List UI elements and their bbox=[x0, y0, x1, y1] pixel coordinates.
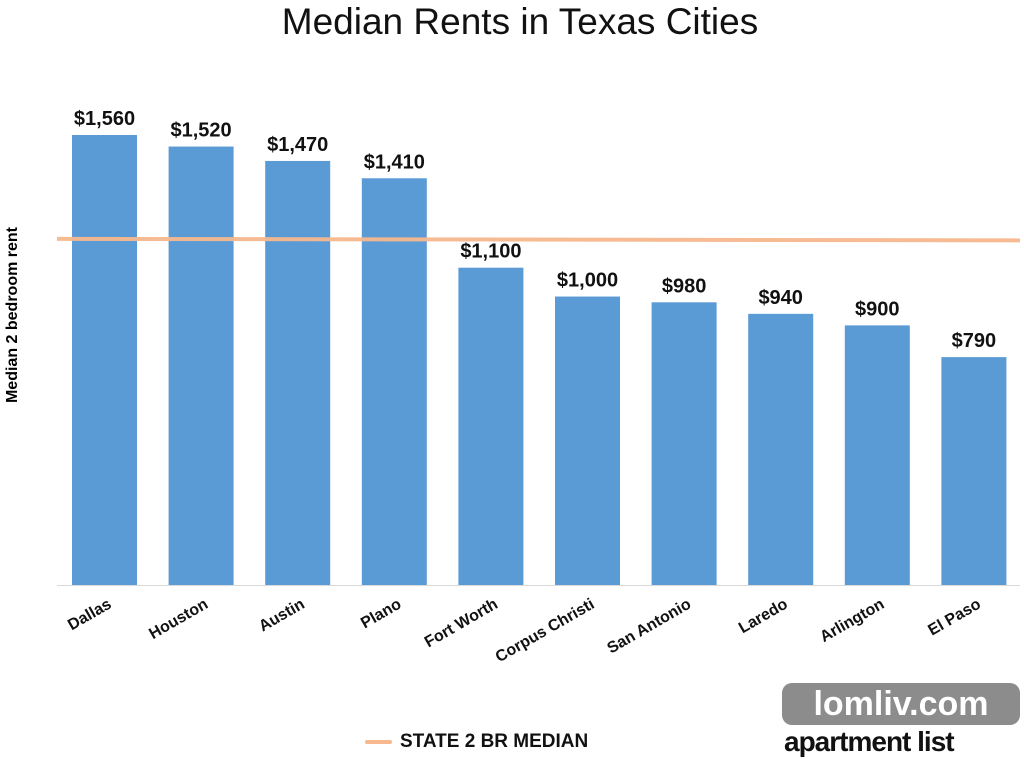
logo: lomliv.com apartment list bbox=[782, 683, 1022, 759]
bar-dallas bbox=[72, 135, 137, 585]
x-tick-label: Dallas bbox=[65, 596, 114, 634]
data-label: $940 bbox=[758, 287, 803, 309]
data-label: $980 bbox=[662, 275, 707, 297]
brand-logo-text: apartment list bbox=[784, 726, 955, 757]
reference-line-state-median bbox=[56, 236, 1021, 243]
bar-laredo bbox=[748, 313, 814, 585]
x-tick-label: Laredo bbox=[736, 596, 791, 638]
data-label: $1,410 bbox=[364, 151, 425, 173]
bar-fort-worth bbox=[458, 267, 524, 585]
data-label: $1,100 bbox=[460, 241, 521, 263]
legend-swatch-state-median bbox=[365, 740, 392, 744]
x-tick-label: Arlington bbox=[817, 596, 887, 646]
watermark: lomliv.com bbox=[782, 683, 1020, 725]
x-tick-label: Corpus Christi bbox=[493, 596, 598, 666]
bar-el-paso bbox=[941, 357, 1007, 585]
legend-label: STATE 2 BR MEDIAN bbox=[400, 731, 589, 752]
bar-corpus-christi bbox=[555, 296, 620, 585]
data-label: $1,560 bbox=[74, 108, 135, 130]
x-tick-label: Austin bbox=[256, 596, 308, 636]
x-tick-label: El Paso bbox=[925, 596, 984, 640]
bar-houston bbox=[168, 146, 234, 586]
chart-title: Median Rents in Texas Cities bbox=[281, 1, 759, 42]
bar-austin bbox=[265, 160, 331, 585]
x-tick-label: Houston bbox=[146, 596, 211, 643]
data-label: $1,520 bbox=[171, 120, 232, 142]
x-tick-label: Plano bbox=[358, 596, 404, 633]
bar-san-antonio bbox=[651, 302, 717, 585]
bar-arlington bbox=[844, 325, 910, 585]
x-tick-label: San Antonio bbox=[605, 596, 695, 658]
data-label: $1,470 bbox=[267, 134, 328, 156]
x-tick-label: Fort Worth bbox=[422, 596, 501, 651]
bar-plano bbox=[361, 178, 427, 585]
data-label: $900 bbox=[855, 298, 900, 320]
legend: STATE 2 BR MEDIAN bbox=[365, 731, 588, 753]
data-label: $790 bbox=[952, 330, 997, 352]
data-label: $1,000 bbox=[557, 270, 618, 292]
